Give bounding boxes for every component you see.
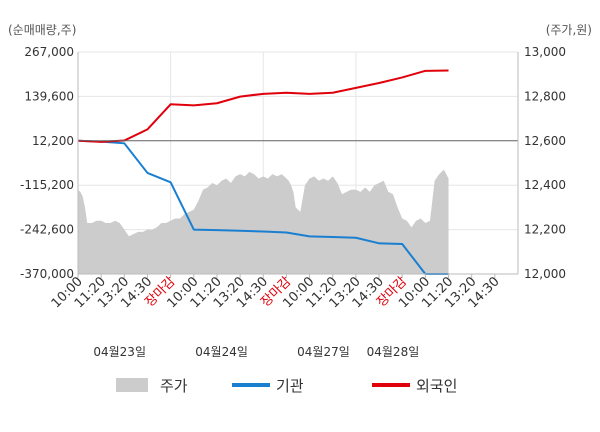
legend-swatch-foreign <box>372 383 410 387</box>
left-tick-label: 12,200 <box>32 134 74 148</box>
left-axis-unit: (순매매량,주) <box>8 23 76 37</box>
left-tick-label: 267,000 <box>24 45 74 59</box>
right-tick-label: 12,000 <box>524 267 566 281</box>
left-tick-label: -115,200 <box>20 178 74 192</box>
foreign-series-line <box>77 69 449 143</box>
date-label: 04월24일 <box>195 345 248 359</box>
date-label: 04월28일 <box>367 345 420 359</box>
price-area-series <box>78 169 449 274</box>
legend-label: 외국인 <box>416 377 457 395</box>
left-tick-label: 139,600 <box>24 89 74 103</box>
price-area-layer <box>78 169 449 274</box>
legend-label: 주가 <box>160 377 188 395</box>
right-tick-label: 12,400 <box>524 178 566 192</box>
right-axis-unit: (주가,원) <box>546 23 592 37</box>
left-tick-label: -242,600 <box>20 223 74 237</box>
right-tick-label: 12,800 <box>524 89 566 103</box>
right-tick-label: 13,000 <box>524 45 566 59</box>
x-tick-labels: 10:0011:2013:2014:30장마감10:0011:2013:2014… <box>49 274 503 311</box>
legend-label: 기관 <box>276 377 304 395</box>
series-lines-layer <box>77 69 449 275</box>
axis-layer: 267,000 13,000 139,600 12,800 12,200 12,600 -1… <box>20 45 566 281</box>
date-label: 04월27일 <box>297 345 350 359</box>
institution-series-line <box>77 139 449 275</box>
legend: 주가 기관 외국인 <box>116 377 457 395</box>
right-tick-label: 12,600 <box>524 134 566 148</box>
right-tick-label: 12,200 <box>524 223 566 237</box>
legend-swatch-institution <box>232 383 270 387</box>
legend-swatch-price <box>116 378 148 392</box>
date-labels: 04월23일 04월24일 04월27일 04월28일 <box>93 345 419 359</box>
date-label: 04월23일 <box>93 345 146 359</box>
left-tick-label: -370,000 <box>20 267 74 281</box>
